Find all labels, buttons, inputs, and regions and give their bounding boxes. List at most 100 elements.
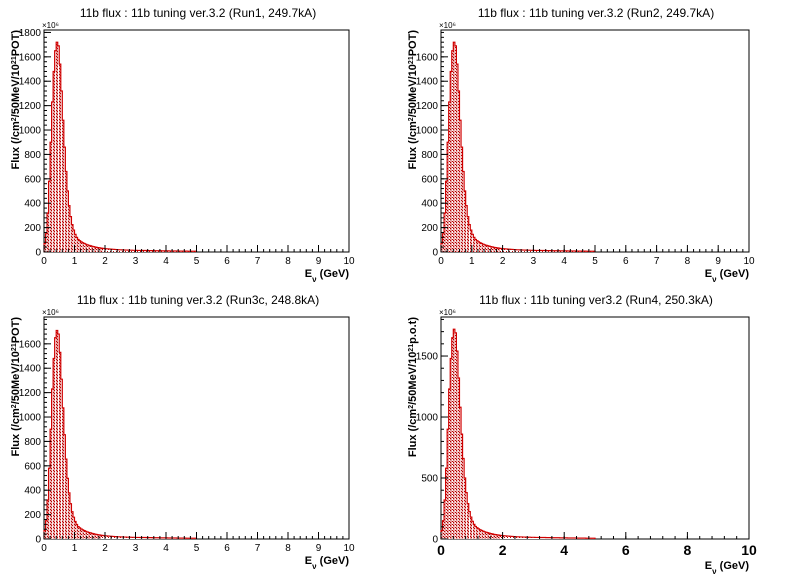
x-tick-label: 10 xyxy=(343,256,355,267)
x-axis-label: Eν (GeV) xyxy=(705,560,750,574)
x-axis: 0 1 2 3 4 5 6 7 8 9 10 xyxy=(41,532,355,554)
plot-frame xyxy=(43,316,350,540)
y-tick-label: 1400 xyxy=(19,77,42,88)
plot-frame xyxy=(43,29,350,253)
y-tick-label: 500 xyxy=(421,474,438,485)
x-tick-label: 1 xyxy=(72,543,78,554)
y-tick-label: 800 xyxy=(24,150,41,161)
x-tick-label: 2 xyxy=(102,543,108,554)
y-tick-label: 1200 xyxy=(19,101,42,112)
chart-title: 11b flux : 11b tuning ver.3.2 (Run2, 249… xyxy=(478,6,714,20)
y-tick-label: 800 xyxy=(24,437,41,448)
y-tick-label: 1800 xyxy=(19,28,42,39)
y-axis-label: Flux (/cm2/50MeV/1021POT) xyxy=(407,30,419,170)
x-tick-label: 8 xyxy=(285,256,291,267)
x-tick-label: 0 xyxy=(41,543,47,554)
plot-frame xyxy=(440,29,750,253)
x-tick-label: 4 xyxy=(560,542,568,558)
x-tick-label: 1 xyxy=(469,256,475,267)
x-tick-label: 8 xyxy=(285,543,291,554)
y-tick-label: 1600 xyxy=(416,52,439,63)
y-tick-label: 1000 xyxy=(19,126,42,137)
x-tick-label: 10 xyxy=(343,543,355,554)
y-tick-label: 0 xyxy=(35,248,41,259)
histogram-outline xyxy=(440,328,596,539)
x-tick-label: 2 xyxy=(500,256,506,267)
x-tick-label: 4 xyxy=(163,256,169,267)
x-axis-label: Eν (GeV) xyxy=(305,268,350,284)
y-multiplier: ×10⁶ xyxy=(439,21,456,30)
y-tick-label: 600 xyxy=(24,461,41,472)
x-axis: 0 1 2 3 4 5 6 7 8 9 10 xyxy=(41,245,355,267)
y-tick-label: 800 xyxy=(421,150,438,161)
histogram-bins xyxy=(43,42,103,252)
x-tick-label: 8 xyxy=(685,256,691,267)
x-tick-label: 9 xyxy=(715,256,721,267)
y-tick-label: 1500 xyxy=(416,352,439,363)
x-tick-label: 9 xyxy=(316,256,322,267)
x-tick-label: 2 xyxy=(499,542,507,558)
x-tick-label: 6 xyxy=(224,256,230,267)
x-tick-label: 6 xyxy=(224,543,230,554)
y-tick-label: 0 xyxy=(432,535,438,546)
x-axis-label: Eν (GeV) xyxy=(705,268,750,284)
y-multiplier: ×10⁶ xyxy=(42,308,59,317)
chart-title: 11b flux : 11b tuning ver.3.2 (Run3c, 24… xyxy=(77,293,319,307)
y-axis: 0 500 1000 1500 xyxy=(416,318,448,546)
x-tick-label: 4 xyxy=(163,543,169,554)
y-axis-label: Flux (/cm2/50MeV/1021p.o.t) xyxy=(407,317,419,457)
y-tick-label: 0 xyxy=(432,248,438,259)
y-axis: 0 200 400 600 800 1000 1200 1400 1600 xyxy=(19,318,51,546)
x-axis-label: Eν (GeV) xyxy=(305,555,350,571)
y-tick-label: 200 xyxy=(24,510,41,521)
x-tick-label: 4 xyxy=(561,256,567,267)
x-tick-label: 8 xyxy=(684,542,692,558)
x-axis: 0 1 2 3 4 5 6 7 8 9 10 xyxy=(438,245,755,267)
histogram-panel-3: 11b flux : 11b tuning ver.3.2 (Run3c, 24… xyxy=(10,293,355,571)
histogram-panel-1: 11b flux : 11b tuning ver.3.2 (Run1, 249… xyxy=(10,6,355,284)
x-tick-label: 5 xyxy=(194,256,200,267)
y-multiplier: ×10⁶ xyxy=(42,21,59,30)
y-axis: 0 200 400 600 800 1000 1200 1400 1600 1800 xyxy=(19,28,51,259)
y-tick-label: 600 xyxy=(421,174,438,185)
y-tick-label: 1200 xyxy=(19,388,42,399)
histogram-panel-4: 11b flux : 11b tuning ver3.2 (Run4, 250.… xyxy=(407,293,757,574)
y-tick-label: 400 xyxy=(24,486,41,497)
x-tick-label: 7 xyxy=(255,256,261,267)
x-tick-label: 0 xyxy=(438,256,444,267)
chart-title: 11b flux : 11b tuning ver3.2 (Run4, 250.… xyxy=(479,293,713,307)
x-tick-label: 6 xyxy=(623,256,629,267)
y-tick-label: 1000 xyxy=(416,126,439,137)
y-tick-label: 400 xyxy=(421,199,438,210)
x-tick-label: 0 xyxy=(41,256,47,267)
y-axis-label: Flux (/cm2/50MeV/1021POT) xyxy=(10,30,22,170)
plot-frame xyxy=(440,316,750,540)
x-tick-label: 1 xyxy=(72,256,78,267)
y-tick-label: 200 xyxy=(24,223,41,234)
y-tick-label: 0 xyxy=(35,535,41,546)
x-tick-label: 0 xyxy=(437,542,445,558)
y-tick-label: 600 xyxy=(24,174,41,185)
chart-title: 11b flux : 11b tuning ver.3.2 (Run1, 249… xyxy=(80,6,316,20)
y-tick-label: 1000 xyxy=(19,413,42,424)
y-tick-label: 200 xyxy=(421,223,438,234)
x-tick-label: 10 xyxy=(743,256,755,267)
histogram-outline xyxy=(440,41,596,252)
x-tick-label: 3 xyxy=(133,256,139,267)
y-axis-label: Flux (/cm2/50MeV/1021POT) xyxy=(10,317,22,457)
x-axis: 0 2 4 6 8 10 xyxy=(437,532,757,558)
y-axis: 0 200 400 600 800 1000 1200 1400 1600 xyxy=(416,31,448,259)
y-multiplier: ×10⁶ xyxy=(439,308,456,317)
x-tick-label: 3 xyxy=(133,543,139,554)
y-tick-label: 400 xyxy=(24,199,41,210)
x-tick-label: 9 xyxy=(316,543,322,554)
x-tick-label: 3 xyxy=(531,256,537,267)
x-tick-label: 10 xyxy=(741,542,757,558)
y-tick-label: 1400 xyxy=(19,364,42,375)
x-tick-label: 5 xyxy=(592,256,598,267)
histogram-panel-2: 11b flux : 11b tuning ver.3.2 (Run2, 249… xyxy=(407,6,755,284)
x-tick-label: 7 xyxy=(654,256,660,267)
y-tick-label: 1200 xyxy=(416,101,439,112)
y-tick-label: 1000 xyxy=(416,413,439,424)
